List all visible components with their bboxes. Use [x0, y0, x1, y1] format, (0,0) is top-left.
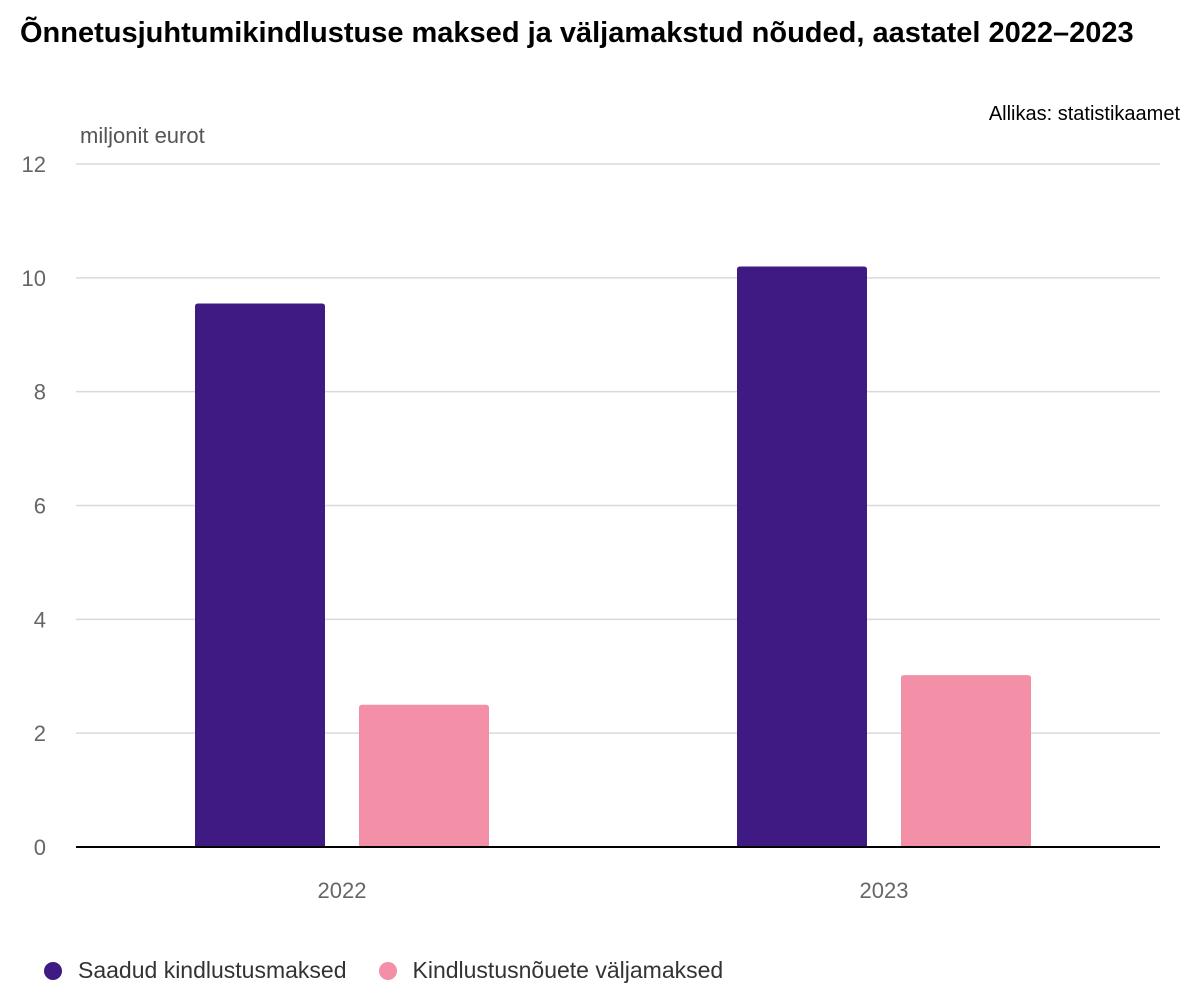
source-note: Allikas: statistikaamet — [988, 103, 1180, 125]
legend-label-paid: Kindlustusnõuete väljamaksed — [412, 957, 724, 983]
legend: Saadud kindlustusmaksed Kindlustusnõuete… — [44, 957, 755, 984]
y-tick-labels: 0 2 4 6 8 10 12 — [22, 152, 46, 860]
bar-received-2022[interactable] — [195, 303, 325, 848]
y-tick-label: 8 — [34, 380, 46, 405]
legend-label-received: Saadud kindlustusmaksed — [78, 957, 347, 983]
y-tick-label: 2 — [34, 721, 46, 746]
bar-chart: miljonit eurot 0 2 4 6 8 10 12 2022 2023 — [22, 123, 1160, 903]
legend-swatch-received — [44, 961, 62, 980]
bar-paid-2022[interactable] — [359, 704, 489, 847]
y-tick-label: 10 — [22, 266, 46, 291]
legend-item-paid[interactable]: Kindlustusnõuete väljamaksed — [378, 957, 724, 984]
y-axis-label: miljonit eurot — [80, 123, 205, 148]
y-tick-label: 0 — [34, 835, 46, 860]
y-tick-label: 12 — [22, 152, 46, 177]
x-tick-labels: 2022 2023 — [318, 878, 909, 903]
y-tick-label: 4 — [34, 607, 46, 632]
bar-paid-2023[interactable] — [901, 675, 1031, 847]
x-tick-label: 2022 — [318, 878, 367, 903]
legend-item-received[interactable]: Saadud kindlustusmaksed — [44, 957, 347, 984]
chart-title: Õnnetusjuhtumikindlustuse maksed ja välj… — [20, 17, 1134, 49]
bars — [195, 266, 1031, 848]
y-tick-label: 6 — [34, 494, 46, 519]
legend-swatch-paid — [378, 961, 397, 980]
bar-received-2023[interactable] — [737, 266, 867, 847]
x-tick-label: 2023 — [860, 878, 909, 903]
